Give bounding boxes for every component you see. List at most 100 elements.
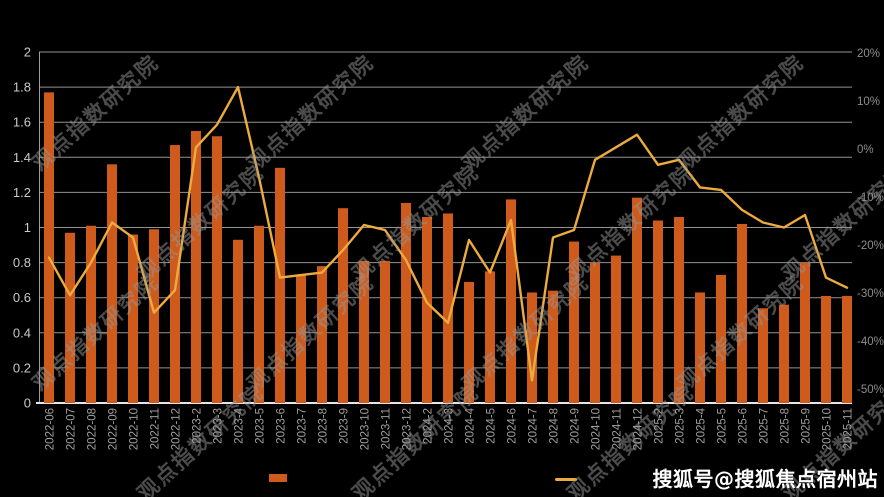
x-axis-tick-label: 2023-10 <box>360 408 372 450</box>
x-axis-tick-label: 2022-08 <box>87 408 99 450</box>
bar <box>107 164 117 403</box>
x-axis-tick-label: 2023-6 <box>276 408 288 444</box>
bar <box>548 290 558 403</box>
right-axis-tick-label: 0% <box>857 144 874 156</box>
x-axis-tick-label: 2025-7 <box>759 408 771 444</box>
bar <box>191 130 201 403</box>
x-axis-tick-label: 2025-2 <box>654 408 666 444</box>
x-axis-tick-label: 2022-12 <box>171 408 183 450</box>
bar <box>65 232 75 403</box>
bar <box>254 225 264 403</box>
x-axis-tick-label: 2023-9 <box>339 408 351 444</box>
right-axis-tick-label: -30% <box>857 288 884 300</box>
x-axis-tick-label: 2024-5 <box>486 408 498 444</box>
x-axis-tick-label: 2025-9 <box>801 408 813 444</box>
left-axis-tick-label: 1 <box>24 220 31 235</box>
x-axis-tick-label: 2025-11 <box>843 408 855 449</box>
bar <box>674 216 684 403</box>
left-axis-tick-label: 0.4 <box>13 325 31 340</box>
bar <box>506 199 516 403</box>
x-axis-tick-label: 2024-11 <box>612 408 624 449</box>
right-axis-tick-label: -10% <box>857 192 884 204</box>
x-axis-tick-label: 2024-10 <box>591 408 603 450</box>
x-axis-tick-label: 2024-7 <box>528 408 540 444</box>
x-axis-tick-label: 2023-11 <box>381 408 393 449</box>
right-axis-tick-label: 20% <box>857 48 880 60</box>
bar <box>149 229 159 403</box>
bar <box>233 239 243 403</box>
x-axis-tick-label: 2024-12 <box>633 408 645 450</box>
bar <box>464 281 474 403</box>
bar <box>422 216 432 403</box>
bar <box>443 213 453 403</box>
x-axis-tick-label: 2022-07 <box>66 408 78 450</box>
right-axis-tick-label: 10% <box>857 96 880 108</box>
bar <box>170 145 180 403</box>
bar <box>842 295 852 403</box>
left-axis-tick-label: 1.4 <box>13 150 31 165</box>
bar <box>212 136 222 404</box>
bar <box>695 292 705 403</box>
x-axis-tick-label: 2025-5 <box>717 408 729 444</box>
x-axis-tick-label: 2024-8 <box>549 408 561 444</box>
x-axis-tick-label: 2022-06 <box>45 408 57 450</box>
x-axis-tick-label: 2025-6 <box>738 408 750 444</box>
bar <box>86 225 96 403</box>
left-axis-tick-label: 1.6 <box>13 115 31 130</box>
bar <box>632 197 642 403</box>
chart-legend <box>0 465 884 497</box>
x-axis-tick-label: 2025-3 <box>675 408 687 444</box>
x-axis-tick-label: 2025-4 <box>696 407 708 443</box>
bar <box>380 260 390 403</box>
x-axis-tick-label: 2022-09 <box>108 408 120 450</box>
x-axis-tick-label: 2025-8 <box>780 408 792 444</box>
left-axis-tick-label: 1.8 <box>13 80 31 95</box>
bar <box>275 167 285 403</box>
bar <box>296 274 306 403</box>
line-series <box>47 85 849 382</box>
bar <box>128 234 138 403</box>
x-axis-tick-label: 2024-6 <box>507 408 519 444</box>
right-axis-tick-label: -50% <box>857 384 884 396</box>
bar <box>359 260 369 403</box>
x-axis-tick-label: 2023-5 <box>255 408 267 444</box>
x-axis-tick-label: 2023-3 <box>213 408 225 444</box>
x-axis-tick-label: 2023-7 <box>297 408 309 444</box>
bar <box>653 220 663 403</box>
left-axis-tick-label: 0.6 <box>13 290 31 305</box>
left-axis-tick-label: 1.2 <box>13 185 31 200</box>
bar <box>821 295 831 403</box>
bar <box>338 208 348 403</box>
x-axis-tick-label: 2024-3 <box>444 408 456 444</box>
bar-series-legend-swatch <box>269 474 287 482</box>
left-axis-tick-label: 0.8 <box>13 255 31 270</box>
x-axis-tick-label: 2024-9 <box>570 408 582 444</box>
bar <box>44 92 54 404</box>
bar <box>569 241 579 403</box>
x-axis-tick-label: 2022-10 <box>129 408 141 450</box>
x-axis-tick-label: 2023-2 <box>192 408 204 444</box>
sohu-source-label: 搜狐号@搜狐焦点宿州站 <box>652 467 878 491</box>
x-axis-tick-label: 2023-12 <box>402 408 414 450</box>
bar <box>590 262 600 403</box>
bar <box>485 271 495 403</box>
combo-chart: 2 1.8 1.6 1.4 1.2 1 0.8 0.6 0.4 0.2 0 20% 10% 0% -10% -… <box>13 45 884 451</box>
x-axis-tick-label: 2023-8 <box>318 408 330 444</box>
bar <box>800 262 810 403</box>
bar <box>317 266 327 403</box>
left-axis-tick-label: 0.2 <box>13 360 31 375</box>
bar <box>737 223 747 403</box>
bar <box>779 304 789 403</box>
right-axis-tick-label: -20% <box>857 240 884 252</box>
bar <box>758 308 768 403</box>
x-axis-tick-label: 2024-4 <box>465 407 477 443</box>
x-axis-tick-label: 2025-10 <box>822 408 834 450</box>
right-axis-tick-label: -40% <box>857 336 884 348</box>
left-axis-tick-label: 2 <box>24 45 31 60</box>
bar <box>716 274 726 403</box>
x-axis-tick-label: 2024-2 <box>423 408 435 444</box>
x-axis-tick-label: 2022-11 <box>150 408 162 449</box>
line-series-legend-swatch <box>555 478 577 481</box>
bar <box>527 292 537 403</box>
